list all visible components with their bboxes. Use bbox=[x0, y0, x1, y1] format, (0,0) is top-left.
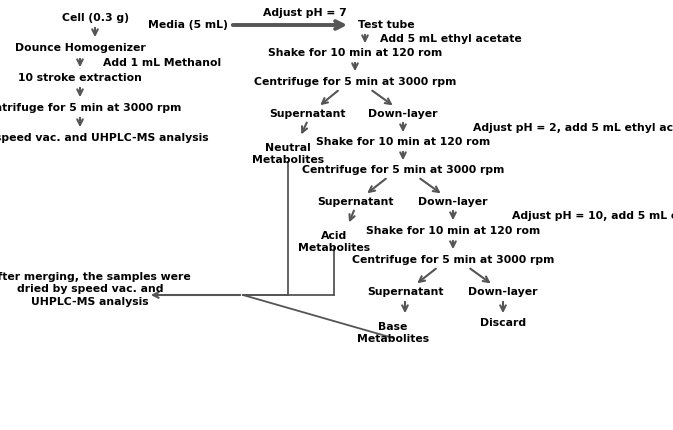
Text: Neutral
Metabolites: Neutral Metabolites bbox=[252, 143, 324, 166]
Text: Dounce Homogenizer: Dounce Homogenizer bbox=[15, 43, 145, 53]
Text: Shake for 10 min at 120 rom: Shake for 10 min at 120 rom bbox=[316, 137, 490, 147]
Text: Centrifuge for 5 min at 3000 rpm: Centrifuge for 5 min at 3000 rpm bbox=[0, 103, 181, 113]
Text: Adjust pH = 10, add 5 mL ethyl acetate: Adjust pH = 10, add 5 mL ethyl acetate bbox=[512, 211, 673, 221]
Text: Adjust pH = 7: Adjust pH = 7 bbox=[263, 8, 347, 18]
Text: Supernatant: Supernatant bbox=[317, 197, 393, 207]
Text: Down-layer: Down-layer bbox=[468, 287, 538, 297]
Text: Media (5 mL): Media (5 mL) bbox=[148, 20, 228, 30]
Text: Acid
Metabolites: Acid Metabolites bbox=[298, 231, 370, 253]
Text: Down-layer: Down-layer bbox=[368, 109, 437, 119]
Text: Discard: Discard bbox=[480, 318, 526, 328]
Text: Centrifuge for 5 min at 3000 rpm: Centrifuge for 5 min at 3000 rpm bbox=[254, 77, 456, 87]
Text: Supernatant: Supernatant bbox=[270, 109, 346, 119]
Text: Shake for 10 min at 120 rom: Shake for 10 min at 120 rom bbox=[268, 48, 442, 58]
Text: Adjust pH = 2, add 5 mL ethyl acetate: Adjust pH = 2, add 5 mL ethyl acetate bbox=[473, 123, 673, 133]
Text: After merging, the samples were
dried by speed vac. and
UHPLC-MS analysis: After merging, the samples were dried by… bbox=[0, 272, 191, 307]
Text: Base
Metabolites: Base Metabolites bbox=[357, 322, 429, 344]
Text: Shake for 10 min at 120 rom: Shake for 10 min at 120 rom bbox=[366, 226, 540, 236]
Text: 10 stroke extraction: 10 stroke extraction bbox=[18, 73, 142, 83]
Text: Add 1 mL Methanol: Add 1 mL Methanol bbox=[103, 58, 221, 68]
Text: Dry by speed vac. and UHPLC-MS analysis: Dry by speed vac. and UHPLC-MS analysis bbox=[0, 133, 209, 143]
Text: Down-layer: Down-layer bbox=[418, 197, 488, 207]
Text: Supernatant: Supernatant bbox=[367, 287, 444, 297]
Text: Centrifuge for 5 min at 3000 rpm: Centrifuge for 5 min at 3000 rpm bbox=[352, 255, 554, 265]
Text: Test tube: Test tube bbox=[358, 20, 415, 30]
Text: Centrifuge for 5 min at 3000 rpm: Centrifuge for 5 min at 3000 rpm bbox=[302, 165, 504, 175]
Text: Add 5 mL ethyl acetate: Add 5 mL ethyl acetate bbox=[380, 34, 522, 44]
Text: Cell (0.3 g): Cell (0.3 g) bbox=[61, 13, 129, 23]
